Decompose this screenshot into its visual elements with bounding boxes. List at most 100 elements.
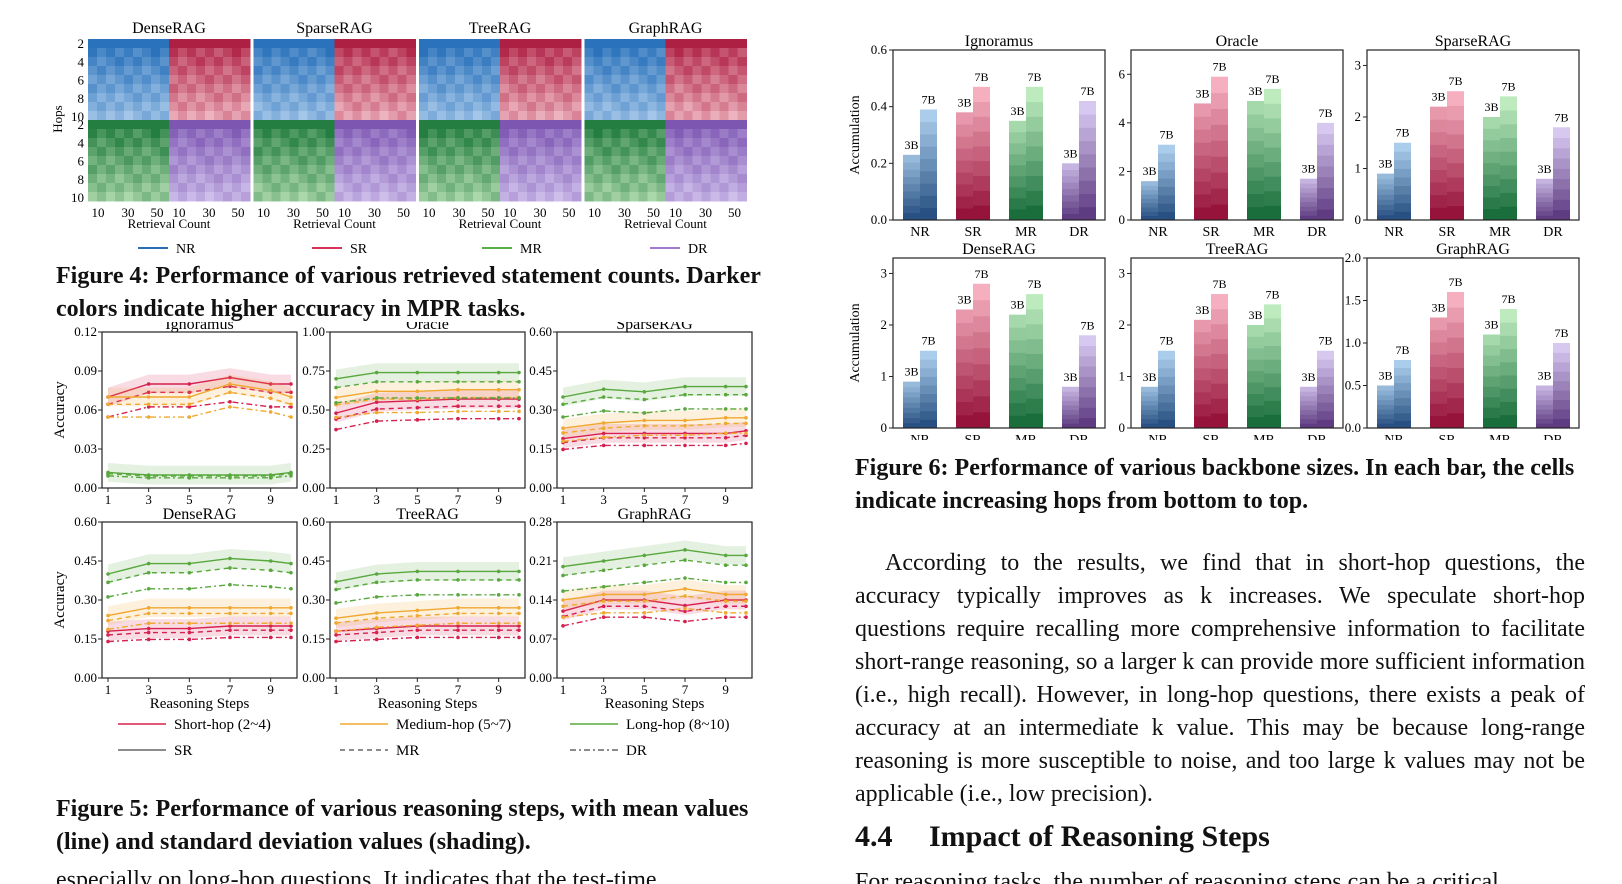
- heatmap-cell: [629, 48, 639, 58]
- heatmap-cell: [554, 156, 564, 166]
- bar-cell: [956, 309, 973, 324]
- heatmap-cell: [97, 138, 107, 148]
- heatmap-cell: [527, 111, 537, 121]
- heatmap-cell: [692, 129, 702, 139]
- bar-cell: [1141, 395, 1158, 401]
- bar-cell: [1079, 206, 1096, 221]
- bar-cell: [1247, 393, 1264, 406]
- heatmap-cell: [316, 156, 326, 166]
- heatmap-cell: [500, 183, 510, 193]
- heatmap-cell: [343, 183, 353, 193]
- bar-cell: [1430, 106, 1447, 120]
- heatmap-cell: [223, 102, 233, 112]
- std-shading: [563, 377, 746, 407]
- data-point: [228, 621, 232, 626]
- y-tick-label: 2: [1355, 109, 1362, 124]
- data-point: [744, 407, 748, 411]
- heatmap-cell: [406, 183, 416, 193]
- heatmap-cell: [446, 93, 456, 103]
- heatmap-cell: [379, 183, 389, 193]
- heatmap-cell: [352, 48, 362, 58]
- heatmap-cell: [545, 174, 555, 184]
- heatmap-cell: [352, 192, 362, 202]
- bar-cell: [1062, 418, 1079, 424]
- heatmap-cell: [593, 84, 603, 94]
- bar-cell: [1009, 314, 1026, 328]
- heatmap-x-tick: 50: [647, 205, 660, 220]
- heatmap-cell: [325, 192, 335, 202]
- heatmap-cell: [518, 66, 528, 76]
- heatmap-cell: [491, 66, 501, 76]
- bar-cell: [1377, 173, 1394, 180]
- heatmap-cell: [379, 93, 389, 103]
- heatmap-cell: [316, 129, 326, 139]
- heatmap-cell: [397, 138, 407, 148]
- heatmap-cell: [406, 174, 416, 184]
- bar-cell: [1553, 137, 1570, 149]
- x-tick-label: 1: [333, 492, 340, 507]
- heatmap-cell: [298, 156, 308, 166]
- heatmap-x-tick: 50: [151, 205, 164, 220]
- bar-cell: [1062, 213, 1079, 221]
- heatmap-cell: [178, 111, 188, 121]
- heatmap-cell: [115, 174, 125, 184]
- data-point: [106, 402, 110, 407]
- bar-size-label: 3B: [1142, 164, 1156, 178]
- y-axis-label: Accuracy: [52, 381, 68, 439]
- bar-cell: [1317, 419, 1334, 429]
- heatmap-cell: [241, 57, 251, 67]
- heatmap-cell: [719, 111, 729, 121]
- y-tick-label: 1: [881, 368, 888, 383]
- heatmap-cell: [88, 75, 98, 85]
- data-point: [228, 611, 232, 616]
- heatmap-cell: [205, 120, 215, 130]
- data-point: [456, 621, 460, 626]
- heatmap-cell: [307, 129, 317, 139]
- mean-line: [562, 588, 746, 601]
- heatmap-cell: [160, 147, 170, 157]
- heatmap-cell: [316, 102, 326, 112]
- y-tick-label: 0.09: [74, 363, 97, 378]
- heatmap-cell: [602, 57, 612, 67]
- heatmap-cell: [446, 48, 456, 58]
- heatmap-cell: [464, 66, 474, 76]
- heatmap-cell: [280, 192, 290, 202]
- legend-label: MR: [396, 743, 419, 759]
- mean-line: [335, 570, 519, 583]
- bar-category-label: SR: [964, 225, 982, 240]
- heatmap-cell: [719, 156, 729, 166]
- heatmap-cell: [620, 129, 630, 139]
- bar-category-label: MR: [1015, 225, 1037, 240]
- heatmap-cell: [455, 84, 465, 94]
- heatmap-cell: [187, 147, 197, 157]
- heatmap-cell: [572, 165, 582, 175]
- heatmap-cell: [611, 120, 621, 130]
- data-point: [496, 569, 501, 574]
- bar-size-label: 3B: [1431, 90, 1445, 104]
- heatmap-cell: [554, 84, 564, 94]
- heatmap-cell: [701, 57, 711, 67]
- bar-cell: [1264, 373, 1281, 388]
- bar-size-label: 3B: [1537, 162, 1551, 176]
- data-point: [415, 608, 420, 613]
- bar-cell: [1553, 361, 1570, 372]
- heatmap-cell: [97, 165, 107, 175]
- heatmap-cell: [584, 192, 594, 202]
- heatmap-cell: [638, 147, 648, 157]
- heatmap-cell: [88, 129, 98, 139]
- heatmap-cell: [379, 147, 389, 157]
- heatmap-cell: [289, 75, 299, 85]
- heatmap-cell: [115, 129, 125, 139]
- heatmap-cell: [280, 129, 290, 139]
- heatmap-cell: [701, 39, 711, 49]
- heatmap-cell: [169, 84, 179, 94]
- heatmap-x-tick: 50: [728, 205, 741, 220]
- data-point: [334, 411, 338, 415]
- bar-size-label: 3B: [1378, 369, 1392, 383]
- bar-size-label: 7B: [1212, 277, 1226, 291]
- heatmap-cell: [196, 138, 206, 148]
- heatmap-cell: [491, 129, 501, 139]
- heatmap-cell: [334, 147, 344, 157]
- bar-category-label: DR: [1069, 225, 1089, 240]
- data-point: [228, 566, 232, 570]
